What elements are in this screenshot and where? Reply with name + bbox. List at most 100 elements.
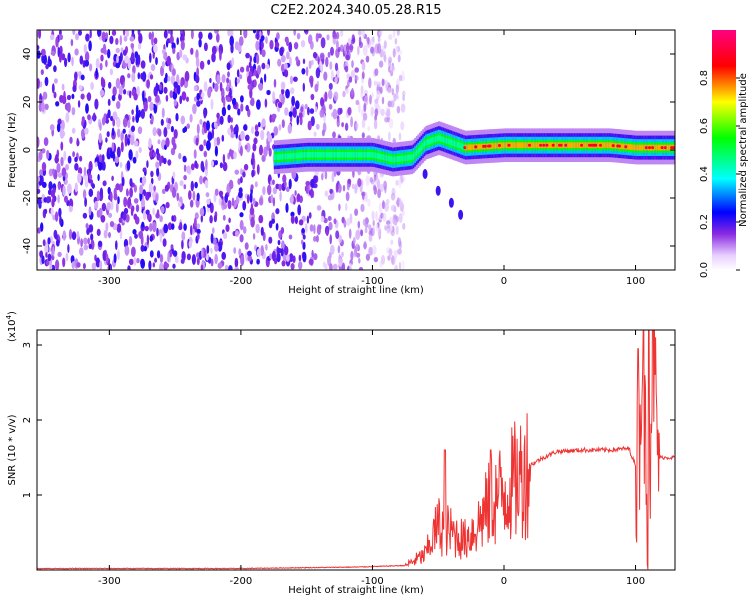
spectrogram-noise-speckle (163, 30, 168, 39)
spectrogram-signal-peak (580, 143, 584, 147)
spectrogram-noise-speckle (283, 62, 288, 70)
spectrogram-y-ticks: -40 -20 0 20 40 (22, 48, 675, 254)
spectrogram-noise-speckle (223, 203, 227, 210)
spectrogram-noise-speckle (243, 30, 248, 39)
spectrogram-noise-speckle (234, 76, 238, 88)
spectrogram-noise-speckle (214, 83, 219, 92)
spectrogram-noise-speckle (287, 123, 292, 134)
spectrogram-noise-speckle (401, 260, 405, 270)
spectrogram-signal-cell (523, 142, 526, 149)
spectrogram-noise-speckle (206, 120, 210, 131)
spectrogram-noise-speckle (57, 182, 61, 191)
spectrogram-noise-speckle (156, 167, 160, 177)
spectrogram-signal-cell (584, 142, 587, 149)
spectrogram-noise-speckle (344, 65, 349, 73)
spectrogram-noise-speckle (330, 244, 335, 255)
spectrogram-noise-speckle (172, 47, 176, 54)
spectrogram-noise-speckle (116, 117, 121, 128)
spectrogram-noise-speckle (370, 36, 375, 46)
spectrogram-noise-speckle (37, 188, 41, 194)
spectrogram-noise-speckle (252, 197, 256, 206)
spectrogram-noise-speckle (111, 142, 115, 152)
spectrogram-signal-peak (463, 146, 467, 150)
spectrogram-noise-speckle (222, 214, 226, 221)
spectrogram-noise-speckle (129, 90, 132, 99)
spectrogram-noise-speckle (176, 192, 180, 202)
spectrogram-noise-speckle (307, 106, 310, 116)
spectrogram-noise-speckle (327, 194, 333, 201)
spectrogram-noise-speckle (332, 131, 336, 139)
spectrogram-noise-speckle (373, 256, 379, 263)
spectrogram-signal-peak (599, 143, 602, 147)
spectrogram-noise-speckle (336, 69, 340, 79)
spectrogram-noise-speckle (129, 36, 135, 42)
spectrogram-noise-speckle (91, 262, 97, 270)
spectrogram-signal-cell (496, 142, 499, 149)
spectrogram-noise-speckle (67, 244, 70, 253)
spectrogram-noise-speckle (251, 152, 255, 163)
spectrogram-noise-speckle (290, 87, 295, 95)
spectrogram-noise-speckle (135, 112, 140, 124)
spectrogram-noise-speckle (44, 103, 49, 111)
spectrogram-noise-speckle (294, 216, 298, 225)
spectrogram-noise-speckle (116, 55, 119, 64)
spectrogram-noise-speckle (175, 113, 179, 122)
spectrogram-noise-speckle (131, 72, 136, 83)
spectrogram-signal-cell (303, 152, 306, 158)
spectrogram-noise-speckle (200, 91, 205, 98)
spectrogram-noise-speckle (186, 96, 189, 102)
spectrogram-noise-speckle (212, 227, 215, 234)
spectrogram-signal-cell (635, 144, 638, 151)
spectrogram-noise-speckle (122, 30, 126, 36)
spectrogram-signal-cell (355, 151, 358, 158)
spectrogram-noise-speckle (199, 175, 203, 185)
spectrogram-noise-speckle (80, 238, 83, 248)
spectrogram-noise-speckle (233, 247, 237, 254)
spectrogram-noise-speckle (102, 180, 107, 187)
spectrogram-signal-cell (395, 156, 398, 163)
spectrogram-noise-speckle (397, 54, 401, 63)
spectrogram-signal-cell (288, 153, 290, 160)
spectrogram-signal-cell (556, 142, 559, 149)
spectrogram-noise-speckle (153, 185, 156, 192)
snr-y-axis-title: SNR (10 * v/v) (7, 414, 18, 485)
spectrogram-noise-speckle (167, 251, 170, 262)
spectrogram-noise-speckle (83, 244, 89, 251)
spectrogram-noise-speckle (370, 46, 374, 54)
spectrogram-noise-speckle (255, 223, 260, 234)
spectrogram-noise-speckle (199, 207, 205, 216)
spectrogram-noise-speckle (339, 44, 344, 52)
spectrogram-noise-speckle (51, 198, 55, 208)
spectrogram-noise-speckle (60, 156, 64, 167)
spectrogram-noise-speckle (288, 41, 293, 53)
spectrogram-noise-speckle (353, 236, 356, 245)
spectrogram-noise-speckle (214, 145, 218, 157)
spectrogram-signal-cell (621, 143, 624, 150)
spectrogram-noise-speckle (199, 119, 203, 125)
spectrogram-noise-speckle (164, 184, 169, 192)
spectrogram-noise-speckle (50, 207, 54, 217)
spectrogram-noise-speckle (84, 179, 89, 188)
spectrogram-noise-speckle (72, 30, 76, 36)
spectrogram-noise-speckle (243, 163, 249, 171)
spectrogram-signal-cell (461, 143, 464, 150)
spectrogram-noise-speckle (82, 263, 86, 270)
spectrogram-noise-speckle (210, 98, 214, 110)
spectrogram-noise-speckle (119, 75, 124, 86)
spectrogram-noise-speckle (80, 74, 85, 81)
spectrogram-noise-speckle (357, 30, 362, 36)
spectrogram-noise-speckle (388, 66, 391, 73)
spectrogram-noise-speckle (320, 37, 326, 49)
spectrogram-noise-speckle (96, 190, 100, 202)
spectrogram-noise-speckle (262, 186, 266, 196)
spectrogram-noise-speckle (142, 167, 147, 173)
spectrogram-noise-speckle (296, 193, 301, 202)
spectrogram-noise-speckle (346, 217, 351, 227)
spectrogram-noise-speckle (152, 192, 155, 198)
spectrogram-noise-speckle (269, 134, 273, 143)
spectrogram-noise-speckle (172, 171, 176, 179)
spectrogram-noise-speckle (114, 156, 120, 164)
spectrogram-noise-speckle (214, 188, 219, 196)
spectrogram-noise-speckle (296, 115, 300, 126)
spectrogram-noise-speckle (203, 150, 208, 158)
